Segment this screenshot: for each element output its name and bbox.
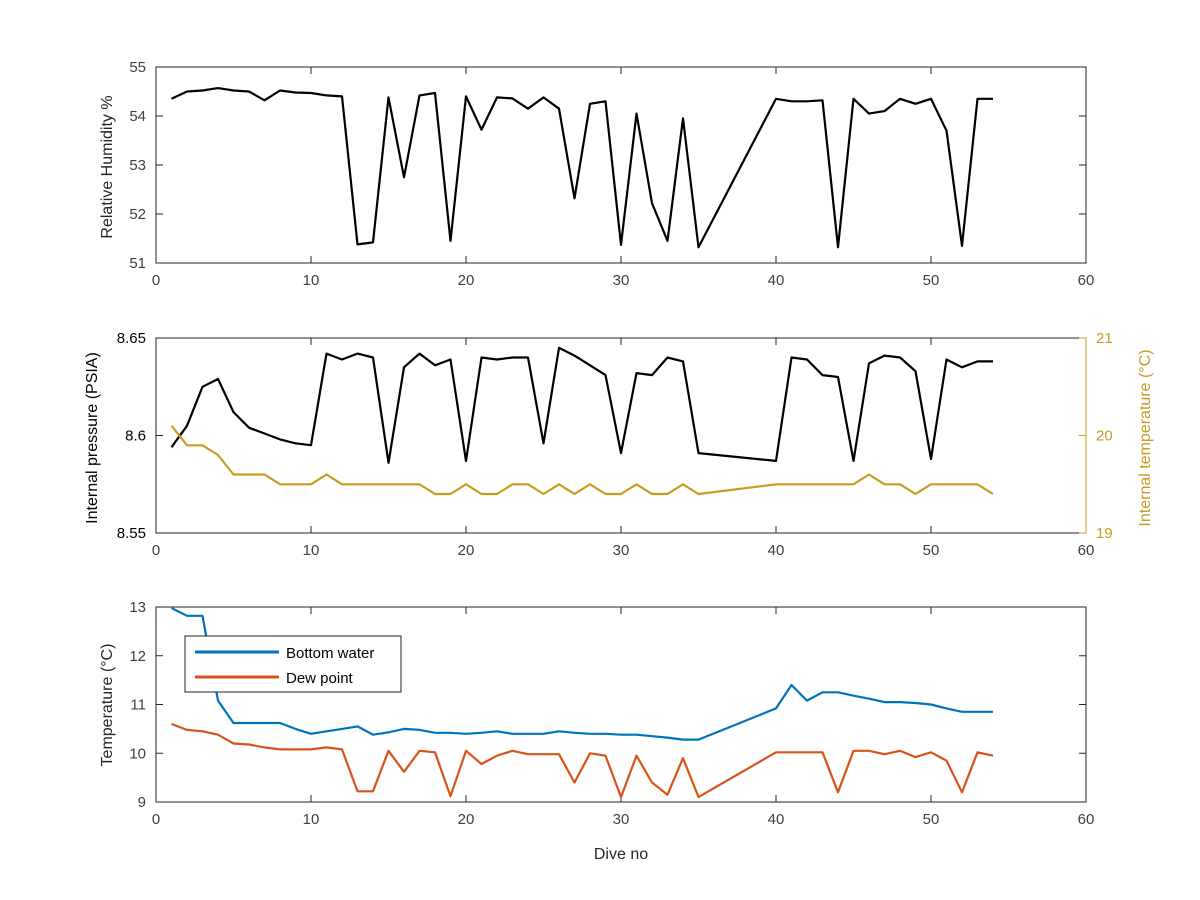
series-line-1 bbox=[170, 425, 994, 496]
x-tick-label: 50 bbox=[923, 542, 940, 559]
x-tick-label: 50 bbox=[923, 272, 940, 289]
humidity-panel: 0 10 20 30 40 50 60 51 52 53 54 55 bbox=[129, 59, 1094, 289]
y-tick-label: 52 bbox=[129, 206, 146, 223]
plot-frame bbox=[155, 66, 1087, 264]
y-tick-label: 55 bbox=[129, 59, 146, 76]
x-tick-label: 10 bbox=[303, 542, 320, 559]
x-tick-label: 30 bbox=[613, 542, 630, 559]
pressure-ylabel: Internal pressure (PSIA) bbox=[84, 352, 101, 524]
x-tick-label: 20 bbox=[458, 542, 475, 559]
y2-tick-label: 21 bbox=[1096, 330, 1113, 347]
series-line-1 bbox=[171, 722, 994, 799]
x-tick-label: 40 bbox=[768, 542, 785, 559]
x-tick-label: 50 bbox=[923, 811, 940, 828]
y-tick-label: 13 bbox=[129, 599, 146, 616]
y-tick-label: 12 bbox=[129, 648, 146, 665]
series-line-0 bbox=[170, 346, 993, 464]
y-tick-label: 51 bbox=[129, 255, 146, 272]
x-tick-label: 10 bbox=[303, 811, 320, 828]
x-tick-label: 60 bbox=[1078, 542, 1095, 559]
x-tick-label: 40 bbox=[768, 811, 785, 828]
humidity-ylabel: Relative Humidity % bbox=[99, 95, 116, 238]
temperature-panel: 0 10 20 30 40 50 60 9 10 11 12 13 bbox=[129, 599, 1094, 828]
y-tick-label: 54 bbox=[129, 108, 146, 125]
y-tick-label: 10 bbox=[129, 745, 146, 762]
legend: Bottom water Dew point bbox=[184, 635, 402, 693]
legend-box bbox=[184, 635, 402, 693]
x-tick-label: 10 bbox=[303, 272, 320, 289]
y-tick-label: 8.65 bbox=[117, 330, 146, 347]
x-tick-label: 20 bbox=[458, 272, 475, 289]
x-tick-label: 20 bbox=[458, 811, 475, 828]
y-tick-label: 9 bbox=[138, 794, 146, 811]
dive-xlabel: Dive no bbox=[594, 846, 648, 863]
pressure-temperature-panel: 0 10 20 30 40 50 60 8.55 8.6 8.65 19 20 21 bbox=[117, 330, 1113, 559]
x-tick-label: 0 bbox=[152, 272, 160, 289]
x-tick-label: 60 bbox=[1078, 272, 1095, 289]
y-tick-label: 53 bbox=[129, 157, 146, 174]
x-tick-label: 30 bbox=[613, 811, 630, 828]
temperature-ylabel: Temperature (°C) bbox=[99, 644, 116, 767]
x-tick-label: 60 bbox=[1078, 811, 1095, 828]
x-tick-label: 40 bbox=[768, 272, 785, 289]
y-tick-label: 11 bbox=[130, 697, 146, 714]
x-tick-label: 30 bbox=[613, 272, 630, 289]
x-tick-label: 0 bbox=[152, 811, 160, 828]
plot-frame bbox=[155, 337, 1087, 534]
y2-tick-label: 19 bbox=[1096, 525, 1113, 542]
y-tick-label: 8.6 bbox=[125, 428, 146, 445]
y2-tick-label: 20 bbox=[1096, 428, 1113, 445]
legend-label-dew-point: Dew point bbox=[286, 670, 354, 687]
y-tick-label: 8.55 bbox=[117, 525, 146, 542]
legend-label-bottom-water: Bottom water bbox=[286, 645, 374, 662]
internal-temperature-ylabel: Internal temperature (°C) bbox=[1137, 349, 1154, 526]
series-line-0 bbox=[171, 607, 993, 741]
x-tick-label: 0 bbox=[152, 542, 160, 559]
series-line-0 bbox=[171, 86, 993, 249]
